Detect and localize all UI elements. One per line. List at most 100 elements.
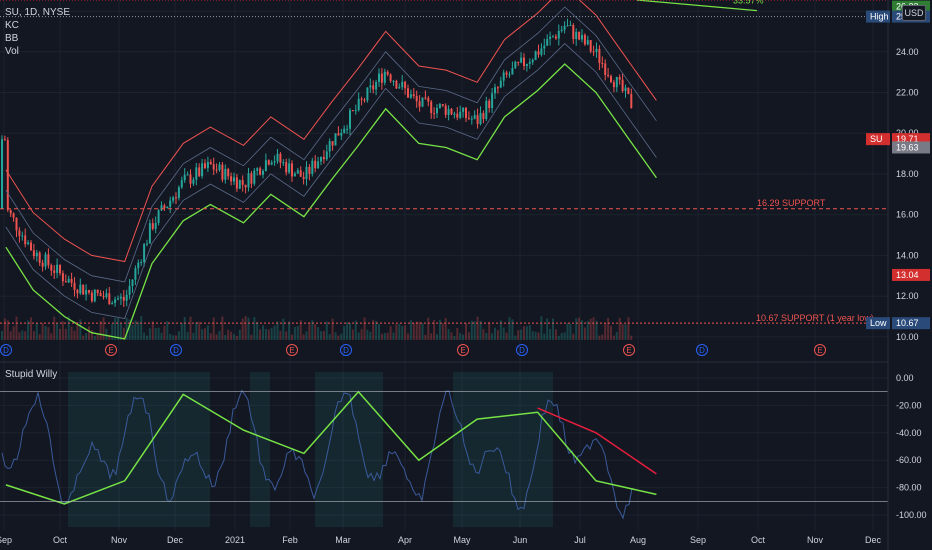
candle-body <box>407 88 409 98</box>
upper-band <box>5 0 657 263</box>
candle-body <box>491 93 494 109</box>
volume-bar <box>604 323 607 340</box>
currency-button[interactable]: USD <box>902 5 926 21</box>
candle-body <box>514 61 517 69</box>
volume-bar <box>517 330 520 340</box>
volume-bar <box>549 329 552 340</box>
candle-body <box>177 187 180 198</box>
indicator-bb[interactable]: BB <box>5 33 19 44</box>
volume-bar <box>73 330 76 340</box>
candle-body <box>479 112 482 125</box>
price-label-box <box>892 268 930 281</box>
volume-bar <box>383 333 386 340</box>
volume-bar <box>15 316 18 340</box>
event-label: E <box>626 346 631 355</box>
volume-bar <box>201 329 204 340</box>
candle-body <box>328 141 331 152</box>
volume-bar <box>520 329 523 340</box>
dividend-icon <box>0 344 12 356</box>
volume-bar <box>583 327 586 340</box>
candle-body <box>569 25 572 27</box>
candle-body <box>499 80 502 88</box>
volume-bar <box>589 318 592 340</box>
event-label: E <box>817 346 822 355</box>
candle-body <box>421 97 424 107</box>
oscillator-title[interactable]: Stupid Willy <box>5 369 58 380</box>
candle-body <box>111 302 114 305</box>
volume-bar <box>262 325 264 340</box>
volume-bar <box>32 331 35 340</box>
candle-body <box>293 173 296 177</box>
volume-bars <box>1 316 633 340</box>
volume-bar <box>302 334 305 340</box>
volume-bar <box>247 317 250 340</box>
candle-body <box>114 299 117 303</box>
volume-bar <box>218 331 221 340</box>
volume-bar <box>256 321 259 340</box>
volume-bar <box>30 317 32 340</box>
dividend-icon <box>516 344 528 356</box>
volume-bar <box>398 323 401 340</box>
time-label: Jun <box>513 535 528 545</box>
volume-bar <box>430 333 433 340</box>
volume-bar <box>204 328 206 340</box>
volume-bar <box>267 329 270 340</box>
volume-bar <box>566 323 569 340</box>
volume-bar <box>546 318 549 340</box>
candle-body <box>119 296 122 299</box>
candle-body <box>131 279 134 287</box>
volume-bar <box>540 316 543 340</box>
candle-body <box>314 160 317 169</box>
candle-body <box>273 161 276 163</box>
volume-bar <box>314 324 317 340</box>
symbol-title[interactable]: SU, 1D, NYSE <box>5 7 71 18</box>
candle-body <box>189 174 192 184</box>
volume-bar <box>467 332 470 340</box>
candle-body <box>467 117 470 119</box>
dividend-icon <box>170 344 182 356</box>
candle-body <box>253 170 256 184</box>
volume-bar <box>18 332 21 340</box>
volume-bar <box>67 316 70 340</box>
volume-bar <box>99 320 102 340</box>
time-label: Sep <box>690 535 706 545</box>
candle-body <box>424 97 427 99</box>
volume-bar <box>175 335 177 340</box>
volume-bar <box>180 323 183 340</box>
candle-body <box>90 292 93 302</box>
candle-body <box>618 77 621 80</box>
volume-bar <box>627 317 630 340</box>
volume-bar <box>560 333 563 340</box>
indicator-vol[interactable]: Vol <box>5 46 19 57</box>
event-label: E <box>289 346 294 355</box>
volume-bar <box>433 319 436 340</box>
candle-body <box>169 200 172 207</box>
indicator-kc[interactable]: KC <box>5 20 19 31</box>
candle-body <box>418 101 421 107</box>
volume-bar <box>288 321 291 340</box>
support-label: 16.29 SUPPORT <box>757 198 826 208</box>
candle-body <box>627 87 630 95</box>
volume-bar <box>392 332 395 340</box>
candle-body <box>85 290 88 295</box>
volume-bar <box>508 317 511 340</box>
volume-bar <box>224 334 227 340</box>
volume-bar <box>299 320 302 340</box>
candle-body <box>415 96 418 102</box>
candle-body <box>279 153 282 163</box>
volume-bar <box>395 324 398 340</box>
price-label-box <box>892 317 930 330</box>
candle-body <box>343 128 346 133</box>
volume-bar <box>491 333 494 340</box>
candle-body <box>35 252 38 257</box>
candle-body <box>395 80 398 89</box>
price-label: 13.04 <box>896 270 919 280</box>
volume-bar <box>418 321 421 340</box>
time-label: Oct <box>751 535 766 545</box>
volume-bar <box>485 332 488 340</box>
volume-bar <box>505 332 508 340</box>
candle-body <box>476 115 479 125</box>
price-tick: 14.00 <box>896 250 919 260</box>
candle-body <box>404 81 407 89</box>
